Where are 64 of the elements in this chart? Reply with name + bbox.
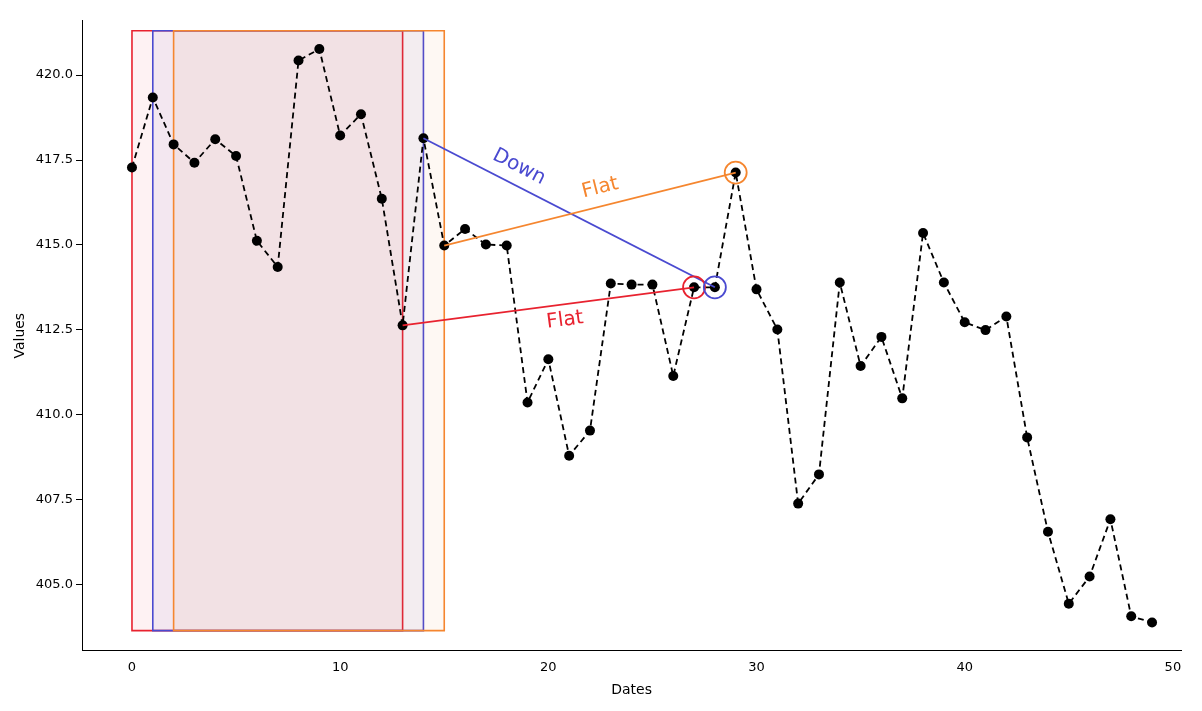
- point: [460, 223, 471, 234]
- point: [251, 235, 262, 246]
- point: [702, 275, 727, 300]
- y-tick-label: 407.5: [35, 490, 74, 506]
- point: [751, 284, 762, 295]
- x-tick-label: 30: [748, 658, 765, 674]
- point: [1126, 611, 1137, 622]
- point: [723, 160, 748, 185]
- point: [918, 228, 929, 238]
- point: [897, 393, 908, 404]
- point: [626, 279, 637, 290]
- x-axis-title: Dates: [611, 681, 652, 698]
- point: [355, 109, 366, 120]
- point: [293, 55, 304, 66]
- point: [668, 370, 679, 381]
- x-tick-label: 0: [127, 658, 137, 674]
- x-tick-label: 40: [956, 658, 973, 674]
- point: [1105, 514, 1116, 525]
- point: [272, 261, 283, 272]
- point: [335, 130, 346, 141]
- point: [314, 43, 325, 54]
- point: [876, 331, 887, 342]
- point: [938, 277, 949, 288]
- point: [1147, 617, 1158, 628]
- point: [855, 361, 866, 372]
- point: [1042, 526, 1053, 537]
- point: [1063, 598, 1074, 609]
- point: [126, 162, 137, 173]
- point: [959, 317, 970, 328]
- y-tick-label: 412.5: [35, 321, 74, 337]
- point: [605, 278, 616, 289]
- point: [168, 139, 179, 150]
- point: [1084, 571, 1095, 582]
- point: [522, 397, 533, 408]
- y-tick-label: 415.0: [35, 236, 74, 252]
- point: [189, 157, 200, 168]
- x-tick-label: 10: [331, 658, 349, 674]
- point: [813, 469, 824, 480]
- point: [1001, 311, 1012, 322]
- point: [480, 239, 491, 250]
- y-axis-title: Values: [11, 312, 28, 359]
- y-tick-label: 410.0: [35, 406, 74, 422]
- y-tick-label: 420.0: [35, 66, 74, 82]
- y-tick-label: 417.5: [35, 151, 74, 167]
- point: [1022, 432, 1033, 443]
- annotation: Flat: [544, 304, 585, 333]
- point: [647, 279, 658, 290]
- point: [772, 324, 783, 335]
- point: [793, 498, 804, 509]
- annotation: Flat: [578, 170, 621, 203]
- point: [980, 325, 991, 336]
- point: [543, 354, 554, 365]
- y-tick-label: 405.0: [35, 575, 74, 591]
- point: [564, 450, 575, 461]
- point: [834, 277, 845, 288]
- point: [501, 240, 512, 251]
- point: [584, 425, 595, 436]
- point: [231, 150, 242, 161]
- point: [147, 92, 158, 103]
- point: [682, 275, 706, 300]
- point: [210, 134, 221, 145]
- point: [376, 193, 387, 204]
- x-tick-label: 50: [1164, 658, 1182, 674]
- x-tick-label: 20: [540, 658, 557, 674]
